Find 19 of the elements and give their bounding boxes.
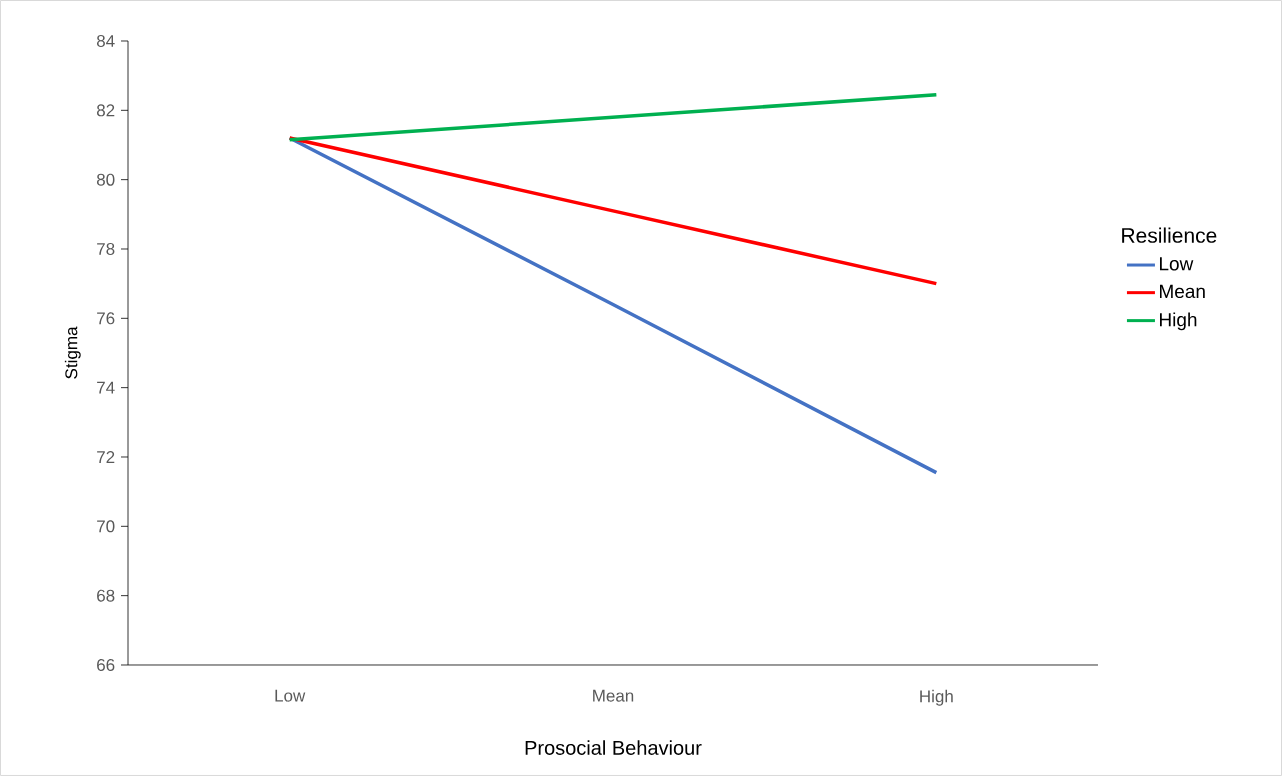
y-tick-label: 72 — [97, 451, 115, 463]
x-tick-label: High — [920, 689, 953, 706]
y-tick-label: 78 — [97, 242, 115, 256]
y-tick-label: 76 — [97, 312, 115, 325]
legend-label: Mean — [1160, 284, 1205, 299]
y-tick-label: 68 — [97, 589, 115, 602]
y-axis-title: Stigma — [64, 326, 81, 379]
x-axis-title: Prosocial Behaviour — [525, 740, 702, 755]
y-tick-label: 82 — [96, 104, 115, 117]
y-tick-label: 66 — [97, 658, 115, 672]
y-tick-label: 70 — [97, 520, 115, 533]
x-tick-label: Low — [275, 689, 306, 702]
x-tick-label: Mean — [593, 689, 634, 702]
y-tick-label: 74 — [97, 381, 115, 394]
legend-label: Low — [1160, 257, 1194, 271]
y-tick-label: 84 — [96, 34, 115, 48]
legend-label: High — [1160, 312, 1197, 331]
y-tick-label: 80 — [96, 173, 115, 186]
legend-title: Resilience — [1122, 227, 1217, 243]
